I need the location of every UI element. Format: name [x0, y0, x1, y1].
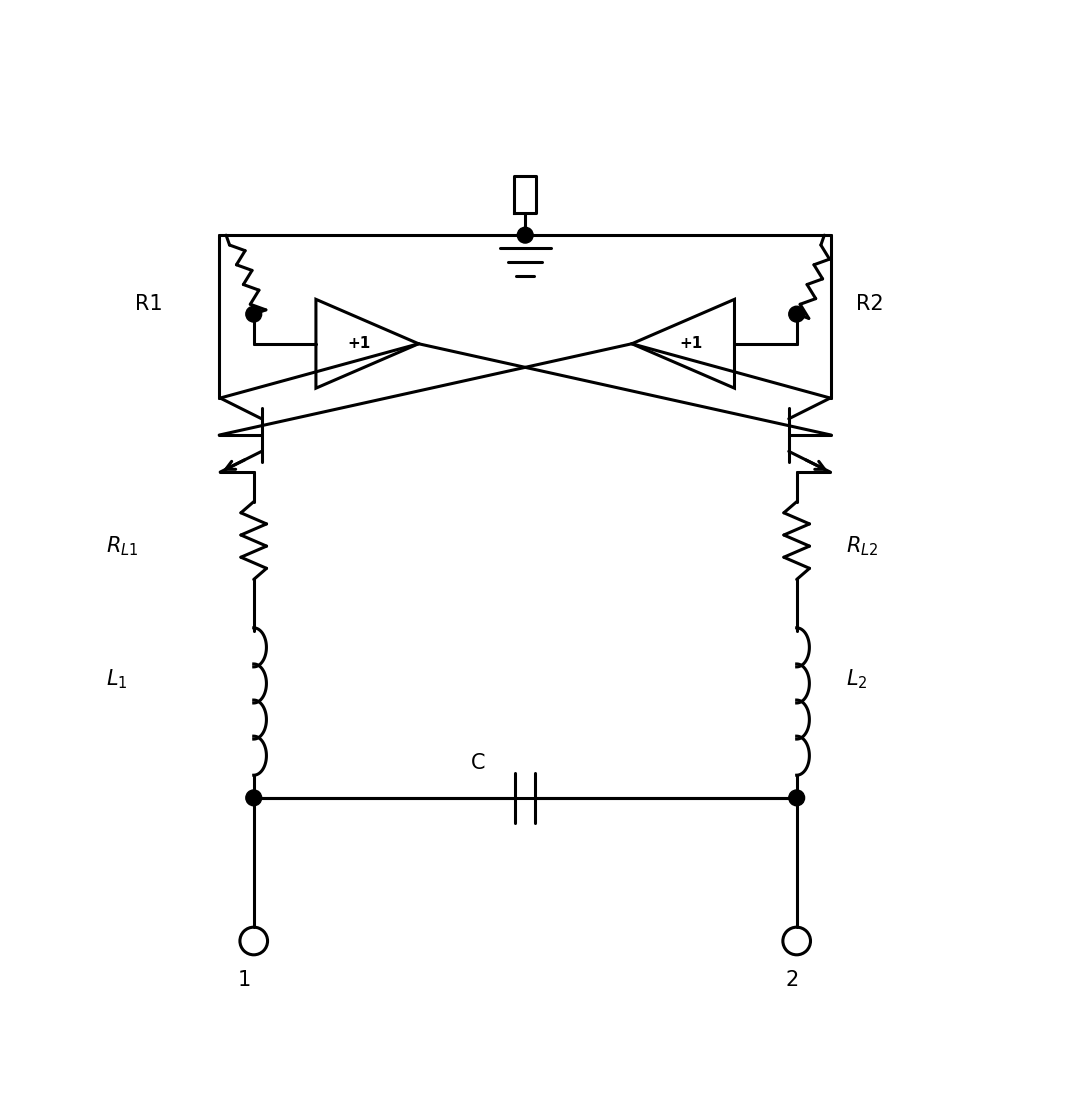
Text: R2: R2 [856, 294, 884, 314]
Text: 1: 1 [237, 971, 250, 991]
Text: C: C [471, 753, 485, 773]
Circle shape [246, 307, 262, 322]
Text: +1: +1 [679, 337, 703, 351]
Text: 2: 2 [785, 971, 798, 991]
Text: R1: R1 [135, 294, 162, 314]
Circle shape [246, 790, 262, 805]
Text: +1: +1 [348, 337, 371, 351]
Text: $L_2$: $L_2$ [846, 668, 867, 691]
Text: $L_1$: $L_1$ [106, 668, 127, 691]
Text: $R_{L1}$: $R_{L1}$ [106, 534, 139, 558]
Circle shape [518, 228, 533, 243]
Circle shape [788, 790, 805, 805]
Circle shape [788, 307, 805, 322]
Text: $R_{L2}$: $R_{L2}$ [846, 534, 878, 558]
